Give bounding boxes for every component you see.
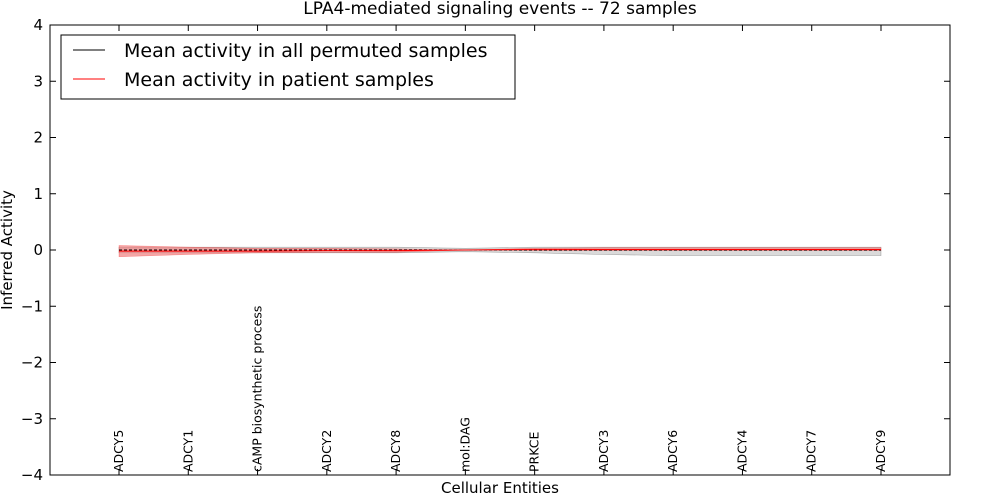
x-tick-label: ADCY8 [388, 430, 403, 472]
legend: Mean activity in all permuted samples Me… [60, 34, 516, 100]
y-tick-label: −4 [21, 466, 43, 484]
x-tick-label: ADCY1 [180, 430, 195, 472]
y-tick-label: 1 [33, 185, 43, 203]
x-axis: ADCY5 ADCY1 cAMP biosynthetic process ADCY2… [111, 25, 888, 475]
band-patient [118, 245, 882, 258]
y-tick-label: 0 [33, 241, 43, 259]
x-tick-label: ADCY7 [804, 430, 819, 472]
legend-label-permuted: Mean activity in all permuted samples [124, 40, 487, 62]
x-tick-label: mol:DAG [457, 417, 472, 472]
chart-title: LPA4-mediated signaling events -- 72 sam… [303, 0, 697, 19]
y-tick-label: 3 [33, 72, 43, 90]
series-lines [119, 248, 881, 252]
series-line-patient [119, 248, 881, 252]
y-axis: −4 −3 −2 −1 0 1 2 3 4 [21, 16, 950, 484]
x-tick-label: ADCY6 [665, 430, 680, 472]
x-tick-label: ADCY9 [873, 430, 888, 472]
y-tick-label: −1 [21, 297, 43, 315]
y-tick-label: 4 [33, 16, 43, 34]
x-axis-label: Cellular Entities [441, 479, 559, 497]
y-axis-label: Inferred Activity [0, 190, 16, 310]
y-tick-label: −2 [21, 354, 43, 372]
legend-label-patient: Mean activity in patient samples [124, 69, 434, 91]
x-tick-label: ADCY5 [111, 430, 126, 472]
x-tick-label: cAMP biosynthetic process [250, 306, 265, 472]
legend-box [60, 34, 516, 100]
y-tick-label: −3 [21, 410, 43, 428]
x-tick-label: PRKCE [527, 432, 542, 472]
y-tick-label: 2 [33, 129, 43, 147]
x-tick-label: ADCY3 [596, 430, 611, 472]
x-tick-label: ADCY4 [734, 430, 749, 472]
x-tick-label: ADCY2 [319, 430, 334, 472]
